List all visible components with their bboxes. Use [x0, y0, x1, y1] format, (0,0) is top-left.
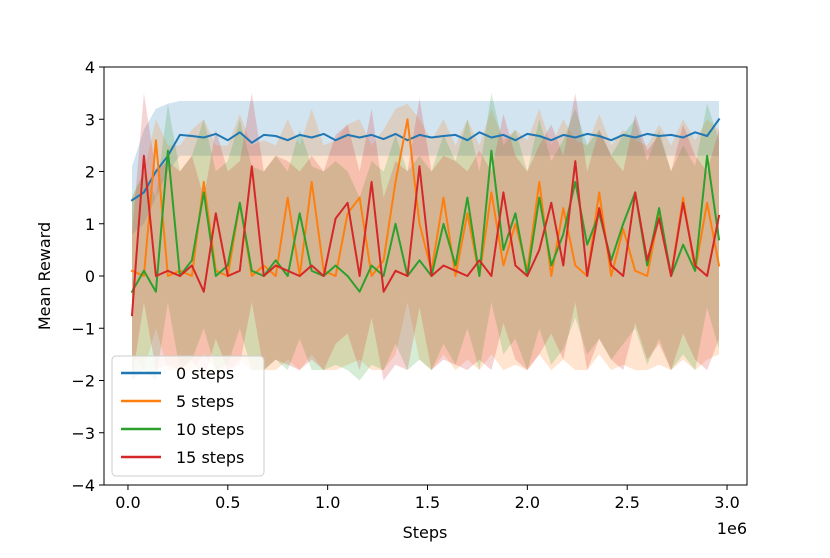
band-0-steps: [132, 101, 719, 235]
y-tick-label: 3: [85, 110, 95, 129]
band-10-steps: [132, 93, 719, 381]
y-tick-label: 1: [85, 215, 95, 234]
y-tick-label: 2: [85, 163, 95, 182]
x-axis-label: Steps: [403, 523, 448, 542]
legend-label: 15 steps: [176, 448, 244, 467]
series-lines: [130, 117, 721, 317]
legend-label: 0 steps: [176, 364, 234, 383]
band-15-steps: [132, 93, 719, 381]
y-tick-label: −4: [71, 476, 95, 495]
series-line-10-steps: [130, 149, 721, 294]
x-tick-label: 0.0: [115, 493, 140, 512]
y-tick-label: −2: [71, 372, 95, 391]
y-axis-label: Mean Reward: [35, 222, 54, 330]
x-tick-label: 0.5: [215, 493, 240, 512]
series-line-0-steps: [130, 117, 721, 202]
x-tick-label: 2.5: [614, 493, 639, 512]
confidence-bands: [132, 93, 719, 381]
y-tick-label: −3: [71, 424, 95, 443]
y-axis-ticks: −4 −3 −2 −1 0 1 2 3 4: [71, 58, 104, 495]
x-axis-ticks: 0.0 0.5 1.0 1.5 2.0 2.5 3.0: [115, 485, 740, 512]
x-axis-offset-text: 1e6: [717, 519, 747, 538]
x-tick-label: 1.5: [415, 493, 440, 512]
series-line-15-steps: [130, 154, 721, 317]
legend-label: 5 steps: [176, 392, 234, 411]
legend-label: 10 steps: [176, 420, 244, 439]
series-line-5-steps: [130, 118, 721, 277]
y-tick-label: 4: [85, 58, 95, 77]
legend: 0 steps 5 steps 10 steps 15 steps: [111, 355, 265, 477]
band-5-steps: [132, 103, 719, 371]
x-tick-label: 3.0: [714, 493, 739, 512]
y-tick-label: −1: [71, 319, 95, 338]
legend-box: [111, 355, 265, 477]
y-tick-label: 0: [85, 267, 95, 286]
x-tick-label: 2.0: [515, 493, 540, 512]
x-tick-label: 1.0: [315, 493, 340, 512]
